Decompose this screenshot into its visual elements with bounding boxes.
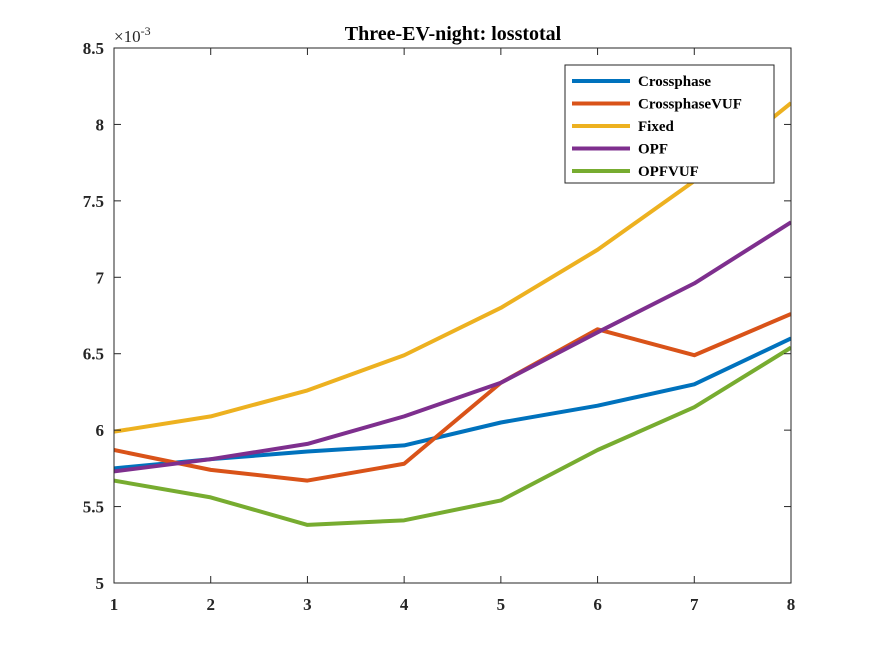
y-tick-label: 6 [96, 421, 105, 440]
y-tick-label: 7.5 [83, 192, 104, 211]
series-line-opf [114, 220, 791, 474]
legend-label-crossphase: Crossphase [638, 74, 711, 90]
legend: Crossphase CrossphaseVUF Fixed OPF OPFVUF [564, 64, 775, 184]
x-tick-label: 1 [110, 595, 119, 614]
y-axis: 5 5.5 6 6.5 7 7.5 8 8.5 [83, 39, 791, 593]
legend-label-fixed: Fixed [638, 119, 674, 135]
y-tick-label: 7 [96, 268, 105, 287]
series-line-fixed [114, 101, 791, 434]
legend-label-opfvuf: OPFVUF [638, 164, 699, 180]
y-tick-label: 8 [96, 115, 105, 134]
series-line-opfvuf [114, 345, 791, 527]
x-tick-label: 7 [690, 595, 699, 614]
x-axis: 1 2 3 4 5 6 7 8 [110, 48, 796, 614]
y-tick-label: 8.5 [83, 39, 104, 58]
y-exponent-label: ×10-3 [114, 24, 151, 46]
x-tick-label: 2 [206, 595, 215, 614]
legend-label-opf: OPF [638, 142, 668, 158]
series-line-crossphasevuf [114, 312, 791, 483]
x-tick-label: 5 [497, 595, 506, 614]
y-exponent-power: -3 [141, 24, 151, 38]
series-layer [114, 101, 791, 527]
y-tick-label: 5 [96, 574, 105, 593]
x-tick-label: 6 [593, 595, 602, 614]
y-tick-label: 6.5 [83, 345, 104, 364]
x-tick-label: 8 [787, 595, 796, 614]
x-tick-label: 3 [303, 595, 312, 614]
y-tick-label: 5.5 [83, 498, 104, 517]
plot-box [113, 47, 792, 584]
chart-title: Three-EV-night: losstotal [345, 23, 562, 45]
legend-label-crossphasevuf: CrossphaseVUF [638, 97, 742, 113]
x-tick-label: 4 [400, 595, 409, 614]
